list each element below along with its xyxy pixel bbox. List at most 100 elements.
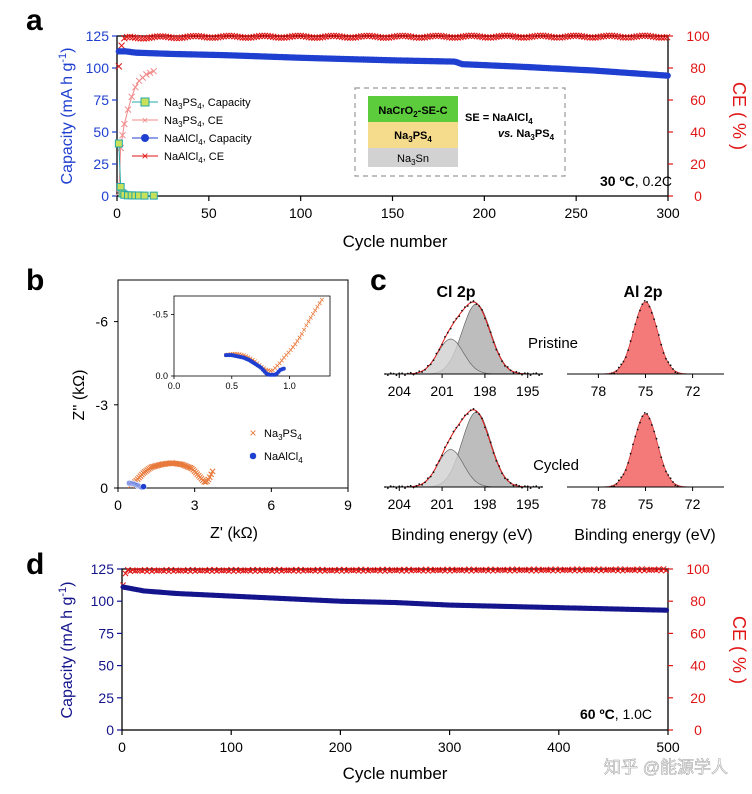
cl2p-data-point bbox=[395, 374, 398, 377]
legend-marker-eis-naalcl4 bbox=[249, 452, 257, 460]
point-naalcl4-ce bbox=[311, 34, 318, 42]
point-naalcl4-ce bbox=[506, 32, 514, 40]
cl2p-spectrum-cycled: 204 201 198 195 bbox=[384, 408, 543, 512]
cl2p-data-point bbox=[515, 483, 518, 486]
point-naalcl4-ce bbox=[388, 33, 395, 41]
panel-d-condition: 60 ºC, 1.0C bbox=[580, 706, 652, 722]
cl2p-data-point bbox=[464, 306, 466, 309]
cl2p-data-point bbox=[415, 372, 418, 374]
cl2p-data-point bbox=[475, 303, 478, 306]
inset-point-naalcl4 bbox=[281, 366, 286, 371]
point-naalcl4-ce bbox=[338, 33, 346, 41]
x-tick-label: 400 bbox=[547, 739, 571, 755]
point-ce bbox=[369, 567, 376, 574]
cl2p-data-point bbox=[481, 308, 483, 311]
al2p-data-point bbox=[634, 323, 637, 326]
point-naalcl4-ce bbox=[200, 33, 208, 41]
point-naalcl4-ce bbox=[435, 32, 442, 40]
point-ce bbox=[562, 566, 569, 573]
al2p-x-tick-label: 78 bbox=[591, 496, 607, 512]
al2p-data-point bbox=[632, 331, 634, 333]
inset-y-tick-label: 0.0 bbox=[155, 371, 168, 381]
point-naalcl4-ce bbox=[278, 34, 285, 42]
point-naalcl4-ce bbox=[490, 33, 497, 41]
y-tick-label: 100 bbox=[86, 60, 110, 76]
al2p-x-tick-label: 75 bbox=[638, 383, 654, 399]
point-naalcl4-ce bbox=[556, 34, 563, 41]
y2-tick-label: 80 bbox=[690, 593, 706, 609]
point-naalcl4-ce bbox=[176, 34, 183, 42]
point-naalcl4-ce bbox=[167, 34, 175, 41]
cl2p-spectrum-pristine: 204 201 198 195 bbox=[384, 300, 543, 399]
point-naalcl4-ce bbox=[209, 34, 216, 42]
panel-d-left-axis: 0 25 50 75 100 125 bbox=[91, 561, 122, 738]
cl2p-data-point bbox=[464, 414, 466, 417]
x-tick-label: 150 bbox=[381, 205, 405, 221]
cl2p-data-point bbox=[435, 352, 438, 355]
al2p-data-point bbox=[627, 461, 630, 464]
cl2p-x-tick-label: 198 bbox=[473, 383, 497, 399]
al2p-data-point bbox=[655, 325, 658, 328]
panel-b: b 0 3 6 90-3-6 Z' (kΩ) Z'' (kΩ) 0.0 0.5 1.00.… bbox=[26, 264, 352, 542]
cl2p-data-point bbox=[538, 487, 541, 490]
cl2p-data-point bbox=[492, 341, 495, 344]
cl2p-data-point bbox=[486, 434, 489, 436]
panel-b-series-group bbox=[126, 460, 216, 491]
y-tick-label: 100 bbox=[91, 593, 115, 609]
al2p-x-tick-label: 72 bbox=[685, 496, 701, 512]
y2-tick-label: 100 bbox=[686, 561, 710, 577]
inset-y-tick-label: -0.5 bbox=[152, 309, 168, 319]
panel-b-x-axis-label: Z' (kΩ) bbox=[210, 525, 258, 542]
al2p-data-point bbox=[629, 340, 632, 342]
point-naalcl4-ce bbox=[644, 32, 652, 40]
point-ce bbox=[518, 566, 525, 573]
al2p-data-point bbox=[662, 464, 665, 467]
al2p-data-point bbox=[641, 415, 644, 418]
point-eis-na3ps4 bbox=[208, 471, 215, 478]
panel-a-x-axis: 0 50 100 150 200 250 300 bbox=[113, 196, 680, 221]
point-naalcl4-ce bbox=[377, 34, 384, 41]
panel-d-letter: d bbox=[26, 548, 44, 581]
point-naalcl4-ce bbox=[184, 33, 192, 41]
point-naalcl4-ce bbox=[415, 34, 423, 42]
layer-electrolyte-label: Na3PS4 bbox=[394, 130, 432, 144]
inset-point-na3ps4 bbox=[290, 345, 295, 350]
legend-marker-naalcl4-ce: × bbox=[141, 149, 148, 163]
point-naalcl4-ce bbox=[484, 34, 492, 41]
point-na3ps4-ce bbox=[150, 67, 158, 75]
panel-c-x-axis-label-cl: Binding energy (eV) bbox=[391, 527, 532, 544]
point-naalcl4-ce bbox=[432, 32, 440, 40]
point-naalcl4-ce bbox=[619, 33, 627, 41]
inset-point-na3ps4 bbox=[288, 347, 293, 353]
point-naalcl4-ce bbox=[605, 32, 613, 40]
point-naalcl4-ce bbox=[429, 32, 437, 40]
layer-electrolyte bbox=[368, 122, 458, 148]
point-naalcl4-ce bbox=[426, 33, 434, 40]
cl2p-data-point bbox=[418, 370, 421, 373]
point-naalcl4-ce bbox=[495, 33, 503, 40]
cl2p-data-point bbox=[429, 363, 432, 366]
point-naalcl4-ce bbox=[592, 34, 599, 41]
inset-point-na3ps4 bbox=[315, 304, 320, 309]
inset-x-tick-label: 0.0 bbox=[168, 381, 181, 391]
point-naalcl4-ce bbox=[501, 32, 508, 40]
cl2p-data-point bbox=[455, 426, 458, 429]
point-naalcl4-ce bbox=[192, 32, 200, 40]
point-naalcl4-ce bbox=[217, 33, 225, 41]
point-naalcl4-ce bbox=[255, 32, 263, 40]
point-naalcl4-ce bbox=[181, 33, 189, 41]
point-naalcl4-ce bbox=[143, 34, 150, 42]
point-naalcl4-ce bbox=[578, 32, 586, 40]
y-tick-label: 0 bbox=[101, 188, 109, 204]
inset-point-na3ps4 bbox=[310, 311, 316, 317]
panel-d-x-axis-label: Cycle number bbox=[343, 764, 448, 783]
point-naalcl4-ce bbox=[236, 33, 244, 41]
panel-a-right-axis: 0 20 40 60 80 100 bbox=[668, 28, 710, 204]
point-naalcl4-ce bbox=[159, 33, 167, 40]
point-ce bbox=[156, 567, 163, 574]
point-naalcl4-ce bbox=[308, 34, 316, 41]
series-capacity bbox=[120, 584, 670, 613]
point-naalcl4-ce bbox=[440, 33, 448, 40]
series-ce bbox=[120, 566, 669, 589]
point-ce bbox=[605, 566, 612, 573]
